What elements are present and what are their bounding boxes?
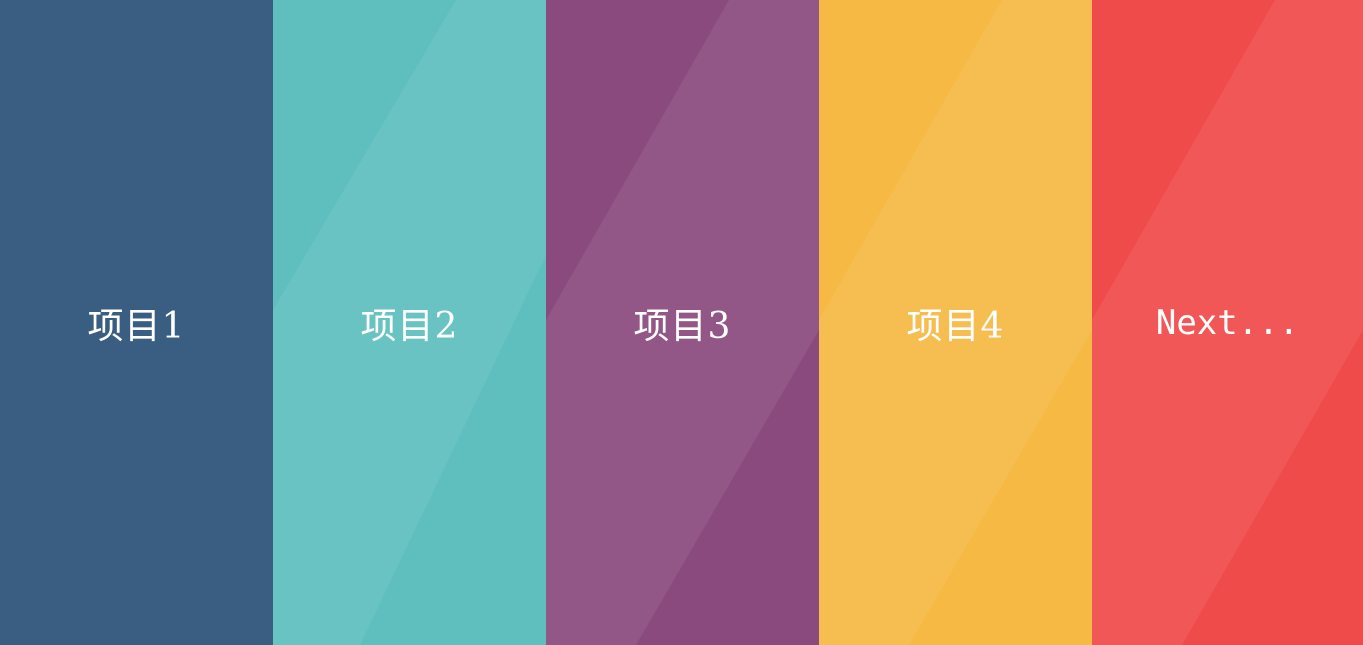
panel-label: 项目4: [906, 305, 1005, 347]
panel-label: 项目3: [633, 305, 732, 347]
panel-label: 项目2: [360, 305, 459, 347]
panel-item-4[interactable]: 项目4: [819, 0, 1092, 645]
panel-item-next[interactable]: Next...: [1092, 0, 1363, 645]
panel-item-1[interactable]: 项目1: [0, 0, 273, 645]
panel-item-2[interactable]: 项目2: [273, 0, 546, 645]
panel-label: 项目1: [87, 305, 186, 347]
panel-item-3[interactable]: 项目3: [546, 0, 819, 645]
panel-label: Next...: [1155, 302, 1300, 343]
